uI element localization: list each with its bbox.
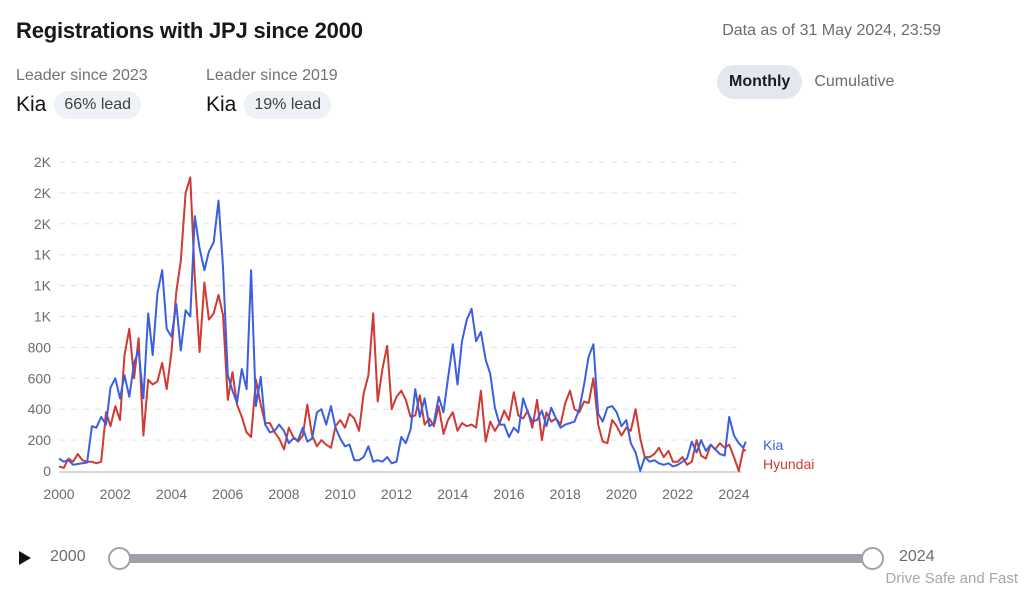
- series-line-hyundai: [58, 176, 747, 472]
- x-tick-label: 2022: [662, 486, 693, 502]
- series-line-kia: [58, 199, 747, 472]
- watermark: Drive Safe and Fast: [885, 570, 1018, 587]
- view-toggle: Monthly Cumulative: [717, 65, 906, 99]
- leader-since-2019: Leader since 2019 Kia 19% lead: [206, 67, 338, 119]
- x-tick-label: 2012: [381, 486, 412, 502]
- y-tick-label: 0: [43, 463, 51, 479]
- y-tick-label: 400: [28, 401, 52, 417]
- y-tick-label: 2K: [34, 185, 52, 201]
- y-tick-label: 1K: [34, 309, 52, 325]
- y-tick-label: 1K: [34, 278, 52, 294]
- y-tick-label: 1K: [34, 247, 52, 263]
- slider-end-label: 2024: [899, 548, 935, 565]
- y-tick-label: 2K: [34, 216, 52, 232]
- leader-since-2023: Leader since 2023 Kia 66% lead: [16, 67, 148, 119]
- y-tick-label: 800: [28, 339, 52, 355]
- play-icon[interactable]: [19, 551, 31, 565]
- toggle-cumulative[interactable]: Cumulative: [814, 73, 895, 90]
- slider-track[interactable]: [119, 554, 873, 563]
- lead-badge: 19% lead: [244, 91, 332, 119]
- x-axis-ticks: 2000 2002 2004 2006 2008 2010 2012 2014 2016 2018…: [43, 486, 749, 502]
- leader-brand: Kia: [206, 93, 237, 116]
- x-tick-label: 2000: [43, 486, 74, 502]
- x-tick-label: 2006: [212, 486, 243, 502]
- x-tick-label: 2008: [268, 486, 299, 502]
- y-tick-label: 200: [28, 432, 52, 448]
- leader-brand: Kia: [16, 93, 47, 116]
- year-range-slider: 2000 2024: [0, 540, 1024, 580]
- leader-caption: Leader since 2023: [16, 67, 148, 84]
- y-axis-ticks: 0 200 400 600 800 1K 1K 1K 2K 2K 2K: [28, 154, 52, 479]
- data-as-of-label: Data as of 31 May 2024, 23:59: [722, 22, 941, 39]
- y-tick-label: 600: [28, 370, 52, 386]
- x-tick-label: 2018: [550, 486, 581, 502]
- gridlines: [59, 161, 740, 441]
- toggle-monthly[interactable]: Monthly: [717, 65, 803, 99]
- x-tick-label: 2002: [100, 486, 131, 502]
- leader-caption: Leader since 2019: [206, 67, 338, 84]
- x-tick-label: 2020: [606, 486, 637, 502]
- y-tick-label: 2K: [34, 154, 52, 170]
- chart-title: Registrations with JPJ since 2000: [16, 18, 363, 43]
- x-tick-label: 2004: [156, 486, 187, 502]
- slider-start-label: 2000: [50, 548, 86, 565]
- x-tick-label: 2024: [718, 486, 749, 502]
- x-tick-label: 2014: [437, 486, 468, 502]
- legend-label-kia: Kia: [763, 437, 783, 453]
- x-tick-label: 2016: [493, 486, 524, 502]
- lead-badge: 66% lead: [54, 91, 142, 119]
- legend-label-hyundai: Hyundai: [763, 456, 814, 472]
- slider-handle-start[interactable]: [108, 547, 131, 570]
- slider-handle-end[interactable]: [861, 547, 884, 570]
- x-tick-label: 2010: [325, 486, 356, 502]
